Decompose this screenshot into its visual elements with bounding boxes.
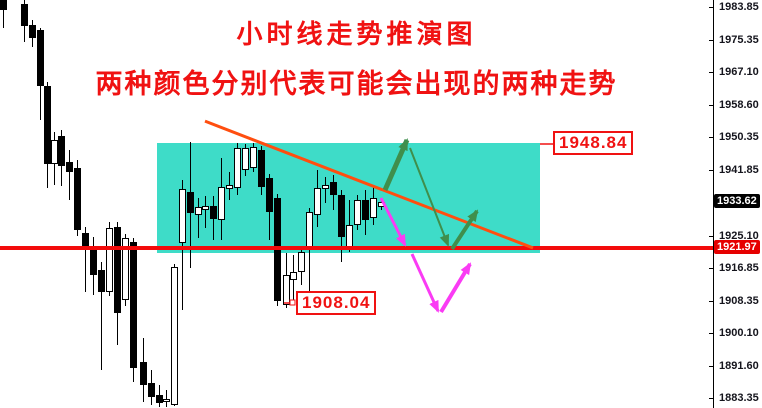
candle-body: [283, 275, 290, 306]
candle-body: [258, 149, 265, 187]
support-line-price-label: 1921.97: [714, 239, 760, 254]
axis-tick: [709, 72, 713, 74]
axis-tick-label: 1883.35: [719, 391, 759, 404]
candle-body: [58, 135, 65, 166]
chart-subtitle: 两种颜色分别代表可能会出现的两种走势: [95, 69, 618, 99]
axis-tick-label: 1967.10: [719, 66, 759, 79]
current-price-label: 1933.62: [714, 194, 760, 209]
axis-tick: [709, 235, 713, 237]
axis-tick: [709, 170, 713, 172]
candle-body: [148, 382, 155, 397]
candle-body: [66, 161, 73, 173]
candle-wick: [85, 226, 86, 292]
candle-body: [266, 177, 273, 213]
candle-body: [378, 202, 385, 208]
candle-wick: [205, 195, 206, 229]
axis-tick-label: 1891.60: [719, 359, 759, 372]
candle-wick: [3, 0, 4, 28]
axis-tick: [709, 40, 713, 42]
candle-body: [21, 4, 28, 26]
price-axis-line: [713, 0, 714, 408]
candle-body: [171, 267, 178, 406]
price-axis: 1983.85 1975.35 1967.10 1958.60 1950.35 1941.…: [709, 0, 762, 408]
candle-wick: [166, 389, 167, 408]
candle-body: [90, 249, 97, 276]
candle-body: [362, 200, 369, 220]
candle-wick: [101, 261, 102, 371]
axis-tick: [709, 300, 713, 302]
plot-area: 小时线走势推演图 两种颜色分别代表可能会出现的两种走势 1948.84 1908…: [0, 0, 713, 408]
candle-body: [338, 195, 345, 238]
candle-body: [29, 25, 36, 38]
axis-tick: [709, 365, 713, 367]
candle-body: [82, 233, 89, 248]
candle-body: [195, 207, 202, 215]
candle-body: [202, 205, 209, 210]
candle-body: [370, 198, 377, 218]
callout-anchor-square: [289, 299, 296, 306]
candle-body: [218, 186, 225, 220]
axis-tick-label: 1975.35: [719, 34, 759, 47]
chart-title: 小时线走势推演图: [236, 20, 477, 49]
axis-tick: [709, 7, 713, 8]
candle-body: [179, 188, 186, 243]
axis-tick-label: 1958.60: [719, 99, 759, 112]
axis-tick-label: 1908.35: [719, 294, 759, 307]
magenta-rebound-leg-arrow: [439, 262, 472, 314]
candle-body: [44, 86, 51, 164]
candle-body: [122, 237, 129, 301]
candle-wick: [69, 149, 70, 201]
candle-body: [314, 188, 321, 215]
axis-tick: [709, 332, 713, 334]
candle-body: [156, 394, 163, 404]
candle-body: [306, 212, 313, 250]
candle-body: [250, 146, 257, 168]
candle-body: [210, 205, 217, 220]
axis-tick-label: 1983.85: [719, 1, 759, 13]
candle-body: [140, 361, 147, 385]
candle-body: [322, 184, 329, 189]
candle-body: [354, 200, 361, 225]
axis-tick-label: 1950.35: [719, 131, 759, 144]
magenta-breakdown-leg-arrow: [410, 253, 440, 313]
candle-body: [0, 0, 7, 10]
candle-body: [37, 30, 44, 87]
candle-wick: [325, 177, 326, 203]
resistance-price-callout: 1948.84: [553, 131, 634, 155]
candle-body: [114, 226, 121, 313]
candle-body: [290, 272, 297, 280]
axis-tick-label: 1916.85: [719, 261, 759, 274]
candle-body: [74, 167, 81, 231]
candle-wick: [309, 207, 310, 301]
candle-body: [187, 191, 194, 213]
candle-body: [51, 139, 58, 164]
candle-body: [98, 270, 105, 292]
axis-tick-label: 1900.10: [719, 326, 759, 339]
candle-body: [346, 225, 353, 248]
axis-tick: [709, 137, 713, 139]
candle-body: [242, 147, 249, 171]
axis-tick: [709, 105, 713, 107]
candle-body: [130, 242, 137, 369]
candle-body: [330, 181, 337, 196]
axis-tick: [709, 397, 713, 399]
candle-body: [234, 147, 241, 189]
support-price-callout: 1908.04: [296, 291, 377, 315]
axis-tick-label: 1925.10: [719, 229, 759, 242]
axis-tick: [709, 267, 713, 269]
candle-body: [163, 398, 170, 402]
support-line: [0, 245, 713, 250]
candle-body: [226, 184, 233, 189]
axis-tick-label: 1941.85: [719, 164, 759, 177]
candle-wick: [198, 198, 199, 238]
candle-wick: [182, 179, 183, 311]
candle-body: [298, 251, 305, 273]
candle-body: [106, 228, 113, 292]
